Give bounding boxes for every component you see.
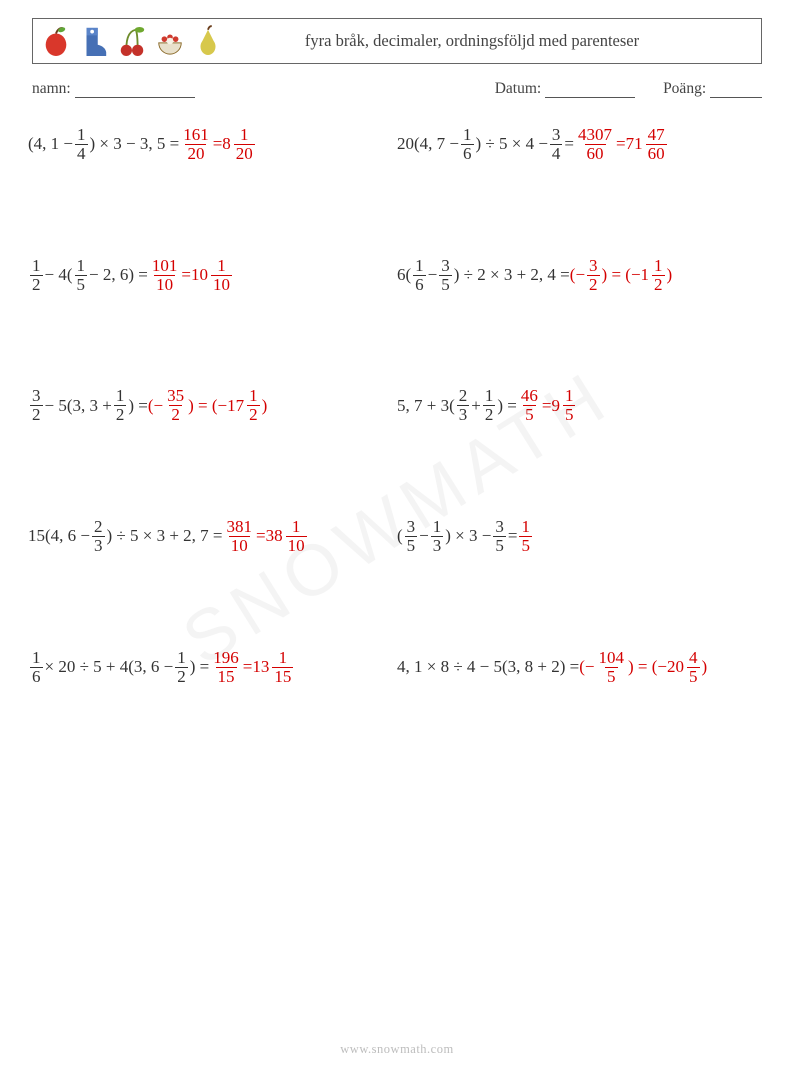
problem-answer: (−352) = (−1712)	[148, 387, 267, 424]
problem-cell: 6(16 − 35) ÷ 2 × 3 + 2, 4 = (−32) = (−11…	[397, 257, 766, 294]
page-header: fyra bråk, decimaler, ordningsföljd med …	[32, 18, 762, 64]
problem-row: 15(4, 6 − 23) ÷ 5 × 3 + 2, 7 = 38110 = 3…	[28, 518, 766, 555]
problem-row: 32 − 5(3, 3 + 12) = (−352) = (−1712)5, 7…	[28, 387, 766, 424]
problem-answer: 15	[517, 518, 534, 555]
problem-cell: (35 − 13) × 3 − 35 = 15	[397, 518, 766, 555]
problem-cell: 5, 7 + 3(23 + 12) = 465 = 915	[397, 387, 766, 424]
problem-expression: (4, 1 − 14) × 3 − 3, 5 =	[28, 126, 179, 163]
problem-expression: 6(16 − 35) ÷ 2 × 3 + 2, 4 =	[397, 257, 570, 294]
worksheet-title: fyra bråk, decimaler, ordningsföljd med …	[223, 31, 761, 52]
info-row: namn: Datum: Poäng:	[32, 80, 762, 98]
problem-expression: 20(4, 7 − 16) ÷ 5 × 4 − 34 =	[397, 126, 574, 163]
problem-row: (4, 1 − 14) × 3 − 3, 5 = 16120 = 812020(…	[28, 126, 766, 163]
apple-icon	[41, 24, 71, 58]
problem-cell: 32 − 5(3, 3 + 12) = (−352) = (−1712)	[28, 387, 397, 424]
problem-answer: 19615 = 13115	[209, 649, 295, 686]
problem-answer: 465 = 915	[517, 387, 578, 424]
problem-row: 12 − 4(15 − 2, 6) = 10110 = 101106(16 − …	[28, 257, 766, 294]
problem-expression: 5, 7 + 3(23 + 12) =	[397, 387, 517, 424]
name-label: namn:	[32, 80, 71, 97]
problem-answer: 16120 = 8120	[179, 126, 257, 163]
problem-expression: 4, 1 × 8 ÷ 4 − 5(3, 8 + 2) =	[397, 657, 579, 677]
date-blank[interactable]	[545, 83, 635, 99]
footer-link: www.snowmath.com	[0, 1042, 794, 1057]
problem-answer: (−1045) = (−2045)	[579, 649, 707, 686]
problem-answer: 430760 = 714760	[574, 126, 669, 163]
name-blank[interactable]	[75, 83, 195, 99]
problem-expression: 12 − 4(15 − 2, 6) =	[28, 257, 148, 294]
problem-expression: 16 × 20 ÷ 5 + 4(3, 6 − 12) =	[28, 649, 209, 686]
bowl-icon	[155, 24, 185, 58]
problem-answer: 38110 = 38110	[223, 518, 309, 555]
problem-cell: 12 − 4(15 − 2, 6) = 10110 = 10110	[28, 257, 397, 294]
problem-answer: 10110 = 10110	[148, 257, 234, 294]
problem-cell: 20(4, 7 − 16) ÷ 5 × 4 − 34 = 430760 = 71…	[397, 126, 766, 163]
boot-icon	[79, 24, 109, 58]
score-blank[interactable]	[710, 83, 762, 99]
header-icons	[33, 24, 223, 58]
problem-cell: 4, 1 × 8 ÷ 4 − 5(3, 8 + 2) = (−1045) = (…	[397, 649, 766, 686]
problem-cell: 16 × 20 ÷ 5 + 4(3, 6 − 12) = 19615 = 131…	[28, 649, 397, 686]
problem-cell: (4, 1 − 14) × 3 − 3, 5 = 16120 = 8120	[28, 126, 397, 163]
problem-cell: 15(4, 6 − 23) ÷ 5 × 3 + 2, 7 = 38110 = 3…	[28, 518, 397, 555]
problem-expression: 15(4, 6 − 23) ÷ 5 × 3 + 2, 7 =	[28, 518, 223, 555]
pear-icon	[193, 24, 223, 58]
problem-answer: (−32) = (−112)	[570, 257, 672, 294]
problems-grid: (4, 1 − 14) × 3 − 3, 5 = 16120 = 812020(…	[28, 126, 766, 685]
score-label: Poäng:	[663, 80, 706, 97]
cherries-icon	[117, 24, 147, 58]
problem-row: 16 × 20 ÷ 5 + 4(3, 6 − 12) = 19615 = 131…	[28, 649, 766, 686]
problem-expression: 32 − 5(3, 3 + 12) =	[28, 387, 148, 424]
date-label: Datum:	[495, 80, 542, 97]
problem-expression: (35 − 13) × 3 − 35 =	[397, 518, 517, 555]
